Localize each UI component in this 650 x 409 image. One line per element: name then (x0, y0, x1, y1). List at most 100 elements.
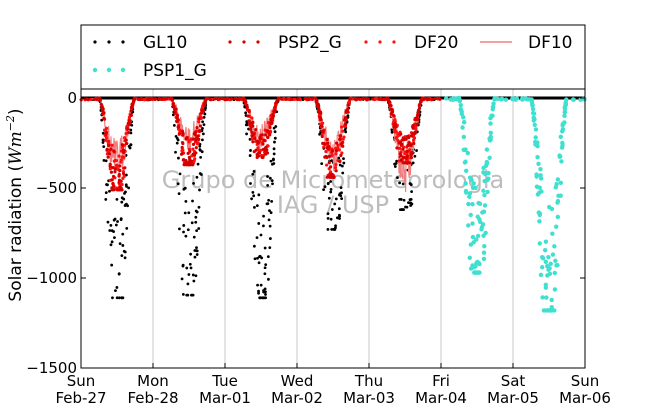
data-point (353, 96, 357, 101)
data-point (120, 182, 124, 187)
legend-item-psp1-g: PSP1_G (92, 61, 207, 81)
data-point (255, 153, 259, 157)
data-point (460, 125, 465, 130)
data-point (537, 211, 543, 216)
data-point (531, 111, 537, 116)
data-point (338, 159, 342, 164)
data-point (334, 224, 337, 228)
data-point (190, 221, 194, 225)
data-point (122, 155, 126, 160)
data-point (187, 140, 191, 144)
data-point (488, 134, 493, 140)
data-point (268, 176, 272, 180)
data-point (550, 252, 556, 257)
data-point (258, 151, 262, 155)
legend-label: DF20 (414, 33, 459, 53)
data-point (181, 264, 185, 268)
data-point (333, 202, 337, 206)
data-point (247, 109, 251, 113)
data-point (89, 97, 93, 102)
data-point (253, 205, 256, 209)
data-point (481, 256, 487, 262)
data-point (249, 125, 253, 129)
data-point (538, 166, 543, 172)
data-point (538, 272, 544, 278)
data-point (271, 182, 274, 186)
data-point (181, 131, 185, 136)
data-point (126, 127, 130, 131)
data-point (564, 97, 569, 102)
data-point (125, 141, 129, 146)
data-point (555, 214, 561, 220)
data-point (407, 141, 411, 145)
data-point (458, 102, 464, 108)
data-point (120, 143, 124, 147)
data-point (187, 155, 191, 160)
data-point (114, 159, 118, 163)
data-point (340, 125, 344, 129)
data-point (335, 141, 339, 145)
data-point (115, 197, 119, 201)
data-point (263, 266, 267, 270)
data-point (262, 296, 266, 300)
data-point (535, 155, 540, 160)
data-point (109, 223, 113, 227)
x-tick-label-date: Mar-06 (559, 389, 611, 407)
data-point (337, 207, 341, 211)
data-point (102, 117, 106, 121)
data-point (552, 308, 557, 313)
data-point (284, 97, 288, 101)
data-point (529, 98, 534, 103)
data-point (329, 217, 333, 221)
data-point (341, 144, 345, 148)
data-point (195, 229, 199, 233)
data-point (196, 141, 200, 145)
data-point (116, 220, 119, 223)
data-point (334, 169, 338, 173)
data-point (186, 151, 190, 155)
data-point (254, 127, 258, 132)
data-point (533, 127, 539, 132)
data-point (261, 147, 266, 151)
data-point (409, 197, 413, 201)
data-point (563, 102, 568, 108)
x-tick-label-day: Tue (211, 372, 238, 390)
data-point (250, 133, 254, 138)
legend: GL10 PSP2_G DF20 DF10 PSP1_G (80, 24, 586, 90)
data-point (177, 192, 181, 195)
data-point (398, 197, 402, 201)
data-point (272, 147, 276, 151)
data-point (320, 124, 324, 128)
data-point (113, 217, 117, 221)
data-point (289, 97, 293, 101)
data-point (192, 235, 196, 239)
data-point (253, 257, 257, 261)
data-point (176, 118, 180, 122)
data-point (315, 99, 319, 104)
data-point (200, 108, 204, 113)
data-point (271, 115, 275, 120)
data-point (488, 130, 493, 136)
data-point (108, 229, 112, 232)
data-point (107, 139, 111, 143)
data-point (182, 230, 185, 234)
data-point (486, 170, 491, 176)
data-point (198, 148, 202, 151)
data-point (557, 153, 562, 158)
data-point (552, 287, 558, 292)
data-point (321, 129, 325, 133)
data-point (409, 143, 413, 148)
data-point (186, 163, 190, 167)
legend-item-df10: DF10 (480, 33, 573, 53)
data-point (129, 128, 133, 132)
data-point (327, 161, 331, 165)
data-point (555, 263, 560, 268)
data-point (337, 156, 341, 160)
data-point (264, 133, 268, 137)
data-point (111, 296, 114, 300)
data-point (202, 123, 206, 127)
legend-swatch (378, 40, 382, 44)
data-point (536, 161, 541, 167)
data-point (338, 213, 341, 217)
data-point (465, 150, 471, 156)
